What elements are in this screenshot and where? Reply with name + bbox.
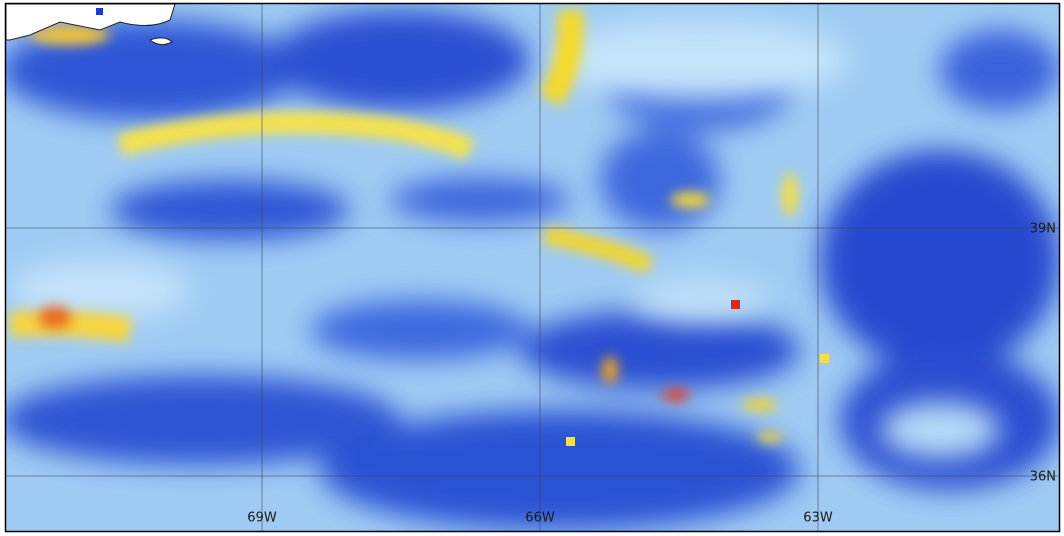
page: 39N36N69W66W63W (() => { const data = JS…	[0, 0, 1064, 536]
latitude-label: 39N	[1030, 222, 1056, 237]
longitude-label: 69W	[247, 511, 277, 526]
longitude-label: 63W	[803, 511, 833, 526]
hot-pixel	[820, 354, 829, 363]
longitude-label: 66W	[525, 511, 555, 526]
latitude-label: 36N	[1030, 470, 1056, 485]
hot-pixel	[731, 300, 740, 309]
land-pixel	[96, 8, 103, 15]
map: 39N 36N 69W 66W 63W	[0, 0, 1064, 536]
hot-pixel	[566, 437, 575, 446]
field	[0, 0, 1064, 536]
